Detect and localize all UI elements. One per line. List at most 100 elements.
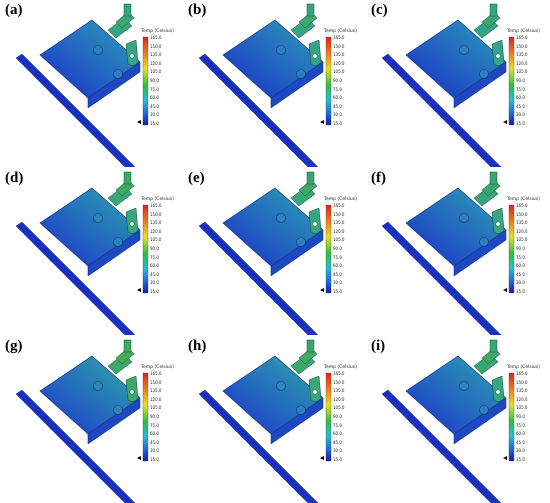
panel-a: (a) Temp (Celsius) 165.0 150.0 135.0 120.0 105… <box>0 0 183 167</box>
colorbar-tick: 165.0 <box>333 371 345 376</box>
colorbar-tick: 165.0 <box>516 35 528 40</box>
colorbar-tick: 30.0 <box>333 448 342 454</box>
colorbar-title: Temp (Celsius) <box>507 29 540 34</box>
fins <box>381 53 502 167</box>
colorbar-tick: 15.0 <box>516 121 525 126</box>
panel-g: (g) Temp (Celsius) 165.0 150.0 135.0 120.0 105… <box>0 336 183 503</box>
colorbar-tick: 60.0 <box>333 431 342 437</box>
colorbar-tick: 120.0 <box>516 396 528 402</box>
colorbar-tick: 135.0 <box>516 52 528 58</box>
colorbar-tick: 75.0 <box>150 86 159 92</box>
colorbar-tick: 45.0 <box>516 103 525 109</box>
colorbar-tick: 150.0 <box>333 43 345 49</box>
colorbar-tick: 60.0 <box>333 263 342 269</box>
colorbar-tick: 105.0 <box>516 405 528 411</box>
colorbar-tick: 90.0 <box>150 78 159 83</box>
colorbar-tick: 120.0 <box>333 396 345 402</box>
colorbar-tick: 135.0 <box>333 52 345 58</box>
colorbar-tick: 45.0 <box>516 439 525 445</box>
colorbar-tick: 150.0 <box>150 379 162 385</box>
colorbar-tick: 90.0 <box>150 414 159 419</box>
heat-sink-render <box>198 3 332 167</box>
colorbar-tick: 120.0 <box>150 228 162 234</box>
fins <box>15 221 136 335</box>
colorbar-tick: 75.0 <box>333 86 342 92</box>
colorbar-tick: 105.0 <box>516 69 528 75</box>
colorbar-tick: 75.0 <box>333 422 342 428</box>
colorbar-tick: 30.0 <box>150 112 159 118</box>
colorbar-tick: 45.0 <box>150 271 159 277</box>
colorbar-tick: 15.0 <box>150 121 159 126</box>
fins <box>381 389 502 503</box>
colorbar-tick: 135.0 <box>150 52 162 58</box>
colorbar-tick: 135.0 <box>333 388 345 394</box>
colorbar-tick: 120.0 <box>150 396 162 402</box>
panel-c: (c) Temp (Celsius) 165.0 150.0 135.0 120.0 105… <box>366 0 549 167</box>
colorbar-tick: 15.0 <box>333 121 342 126</box>
colorbar-tick: 120.0 <box>333 60 345 66</box>
colorbar-tick: 105.0 <box>333 237 345 243</box>
colorbar-tick: 30.0 <box>333 112 342 118</box>
colorbar <box>508 204 515 294</box>
colorbar-tick: 60.0 <box>333 95 342 101</box>
colorbar-tick: 165.0 <box>150 371 162 376</box>
colorbar-tick: 60.0 <box>516 95 525 101</box>
panel-label: (g) <box>5 338 23 354</box>
panel-label: (e) <box>188 170 205 186</box>
colorbar <box>508 372 515 462</box>
colorbar-tick: 150.0 <box>333 379 345 385</box>
colorbar-tick: 90.0 <box>516 414 525 419</box>
colorbar-tick: 105.0 <box>150 405 162 411</box>
colorbar-tick: 30.0 <box>516 280 525 286</box>
colorbar-tick: 90.0 <box>516 78 525 83</box>
panel-i: (i) Temp (Celsius) 165.0 150.0 135.0 120.0 105… <box>366 336 549 503</box>
colorbar-tick: 150.0 <box>516 379 528 385</box>
colorbar-tick: 105.0 <box>333 69 345 75</box>
colorbar-tick: 30.0 <box>516 112 525 118</box>
panel-label: (b) <box>188 2 207 18</box>
colorbar-title: Temp (Celsius) <box>507 365 540 370</box>
colorbar-tick: 45.0 <box>150 103 159 109</box>
colorbar-tick: 30.0 <box>516 448 525 454</box>
colorbar <box>508 36 515 126</box>
fins <box>381 221 502 335</box>
colorbar-tick: 45.0 <box>333 271 342 277</box>
fins <box>198 53 319 167</box>
colorbar-tick: 60.0 <box>516 263 525 269</box>
panel-e: (e) Temp (Celsius) 165.0 150.0 135.0 120.0 105… <box>183 168 366 335</box>
heat-sink-render <box>198 339 332 503</box>
colorbar-tick: 75.0 <box>150 254 159 260</box>
colorbar-tick: 90.0 <box>333 414 342 419</box>
colorbar <box>325 204 332 294</box>
colorbar-tick: 120.0 <box>516 60 528 66</box>
heat-sink-render <box>15 3 149 167</box>
heat-sink-render <box>381 3 515 167</box>
colorbar-tick: 135.0 <box>150 388 162 394</box>
panel-label: (i) <box>371 338 386 354</box>
colorbar-tick: 60.0 <box>150 95 159 101</box>
colorbar-tick: 135.0 <box>333 220 345 226</box>
colorbar-tick: 105.0 <box>516 237 528 243</box>
colorbar-tick: 135.0 <box>516 388 528 394</box>
panel-d: (d) Temp (Celsius) 165.0 150.0 135.0 120.0 105… <box>0 168 183 335</box>
colorbar-tick: 105.0 <box>150 237 162 243</box>
colorbar-tick: 15.0 <box>516 457 525 462</box>
colorbar-tick: 15.0 <box>333 289 342 294</box>
fins <box>15 389 136 503</box>
colorbar <box>325 372 332 462</box>
heat-sink-render <box>381 339 515 503</box>
fins <box>198 221 319 335</box>
colorbar-tick: 30.0 <box>333 280 342 286</box>
colorbar-tick: 120.0 <box>333 228 345 234</box>
panel-label: (d) <box>5 170 24 186</box>
colorbar-tick: 135.0 <box>516 220 528 226</box>
colorbar <box>142 372 149 462</box>
panel-label: (h) <box>188 338 207 354</box>
colorbar-tick: 30.0 <box>150 448 159 454</box>
colorbar-tick: 15.0 <box>516 289 525 294</box>
panel-h: (h) Temp (Celsius) 165.0 150.0 135.0 120.0 105… <box>183 336 366 503</box>
colorbar-tick: 15.0 <box>150 457 159 462</box>
colorbar-title: Temp (Celsius) <box>324 365 357 370</box>
colorbar-tick: 165.0 <box>150 35 162 40</box>
